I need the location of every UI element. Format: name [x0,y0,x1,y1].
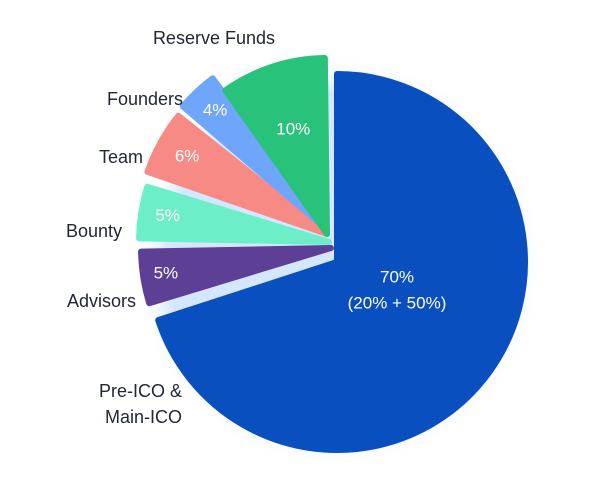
slice-category-label: Advisors [67,291,136,311]
pie-slice-founders [179,75,330,233]
pie-slice-bounty [136,183,332,245]
slice-category-label: Pre-ICO & [99,381,182,401]
slice-percent-label: 70% [380,267,414,286]
slice-category-label: Team [99,147,143,167]
slice-category-label: Main-ICO [105,407,182,427]
slice-category-label: Founders [107,89,183,109]
slice-category-label: Reserve Funds [153,28,275,48]
slice-percent-label: 4% [203,100,228,119]
slice-percent-label: 6% [175,147,200,166]
slice-percent-label: 5% [155,206,180,225]
slice-percent-sublabel: (20% + 50%) [348,293,447,312]
pie-slice-team [144,112,330,237]
pie-slice-pre-ico-main-ico [155,71,528,453]
pie-slice-advisors [138,245,334,307]
pie-labels: 70% (20% + 50%) Pre-ICO & Main-ICO 5% Advisor… [66,28,446,427]
slice-percent-label: 5% [154,264,179,283]
pie-slice-reserve-funds [222,55,330,237]
slice-percent-label: 10% [276,120,310,139]
pie-slices [136,55,528,453]
slice-category-label: Bounty [66,221,122,241]
